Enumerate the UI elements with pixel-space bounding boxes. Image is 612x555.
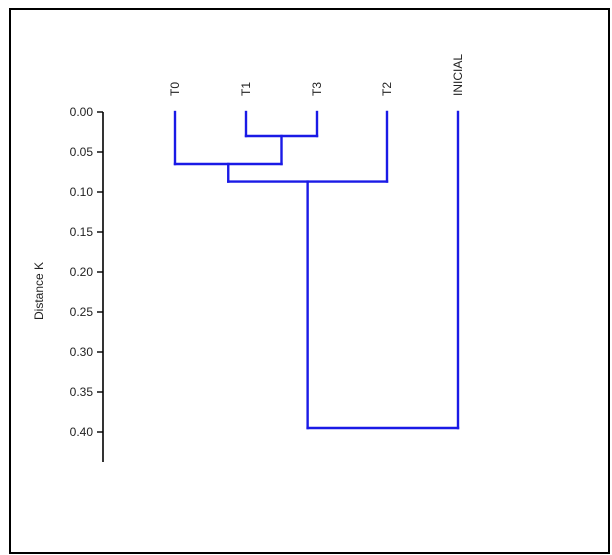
- y-tick-label: 0.35: [70, 385, 94, 399]
- leaf-label-t1: T1: [239, 82, 253, 96]
- y-tick-label: 0.25: [70, 305, 94, 319]
- y-axis: 0.00 0.05 0.10 0.15 0.20 0.25 0.30 0.35 0.40: [70, 105, 104, 462]
- leaf-label-inicial: INICIAL: [451, 54, 465, 96]
- y-tick-label: 0.00: [70, 105, 94, 119]
- leaf-labels: T0 T1 T3 T2 INICIAL: [168, 54, 465, 96]
- chart-frame: [9, 8, 610, 554]
- y-tick-label: 0.20: [70, 265, 94, 279]
- y-tick-label: 0.40: [70, 425, 94, 439]
- leaf-label-t0: T0: [168, 82, 182, 96]
- y-tick-label: 0.15: [70, 225, 94, 239]
- y-tick-label: 0.10: [70, 185, 94, 199]
- dendrogram-branches: [173, 110, 460, 430]
- y-axis-title: Distance K: [32, 262, 46, 320]
- y-tick-label: 0.05: [70, 145, 94, 159]
- leaf-label-t3: T3: [310, 82, 324, 96]
- leaf-label-t2: T2: [380, 82, 394, 96]
- y-tick-label: 0.30: [70, 345, 94, 359]
